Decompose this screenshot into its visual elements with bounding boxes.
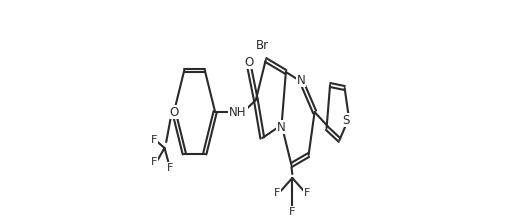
- Text: F: F: [167, 163, 173, 173]
- Text: O: O: [244, 55, 253, 68]
- Text: F: F: [274, 188, 281, 198]
- Text: N: N: [297, 73, 305, 86]
- Text: F: F: [151, 157, 157, 167]
- Text: S: S: [342, 114, 349, 126]
- Text: N: N: [277, 121, 286, 134]
- Text: F: F: [289, 207, 295, 217]
- Text: F: F: [151, 135, 157, 145]
- Text: O: O: [169, 106, 178, 119]
- Text: Br: Br: [255, 38, 269, 51]
- Text: F: F: [304, 188, 310, 198]
- Text: NH: NH: [229, 106, 247, 119]
